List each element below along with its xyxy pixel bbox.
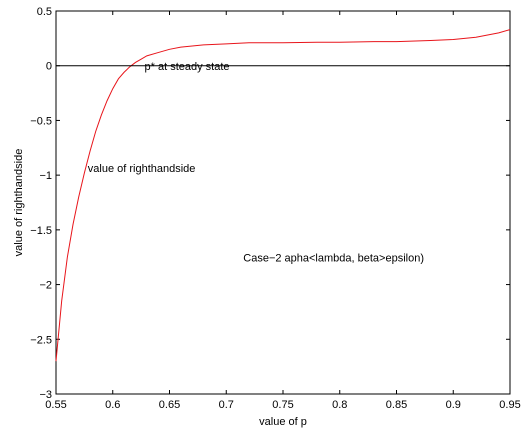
annotation-label: Case−2 apha<lambda, beta>epsilon)	[243, 253, 424, 265]
x-tick-label: 0.85	[386, 399, 407, 411]
plot-area	[55, 10, 511, 395]
annotation-label: p* at steady state	[145, 61, 230, 73]
annotation-layer: p* at steady state value of righthandside…	[88, 61, 424, 265]
plot-frame	[55, 10, 511, 395]
y-axis: 0.5 0 −0.5 −1 −1.5 −2 −2.5 −3	[30, 6, 510, 401]
y-tick-label: 0	[46, 61, 52, 73]
x-tick-label: 0.7	[219, 399, 234, 411]
y-tick-label: −3	[39, 389, 52, 401]
y-tick-label: −2	[39, 280, 52, 292]
x-tick-label: 0.8	[332, 399, 347, 411]
x-tick-label: 0.55	[45, 399, 66, 411]
x-tick-label: 0.65	[159, 399, 180, 411]
y-tick-label: −2.5	[30, 334, 52, 346]
series-layer	[55, 29, 511, 362]
x-tick-label: 0.95	[499, 399, 520, 411]
x-tick-label: 0.75	[272, 399, 293, 411]
x-tick-label: 0.9	[446, 399, 461, 411]
y-tick-label: −0.5	[30, 115, 52, 127]
x-tick-label: 0.6	[105, 399, 120, 411]
y-tick-label: −1	[39, 170, 52, 182]
series-line-righthandside	[55, 29, 511, 362]
annotation-label: value of righthandside	[88, 163, 196, 175]
y-tick-label: −1.5	[30, 225, 52, 237]
x-axis: 0.55 0.6 0.65 0.7 0.75 0.8 0.85 0.9 0.95	[45, 11, 521, 411]
x-axis-label: value of p	[259, 416, 307, 428]
y-axis-label: value of righthandside	[13, 149, 25, 257]
y-tick-label: 0.5	[37, 6, 52, 18]
